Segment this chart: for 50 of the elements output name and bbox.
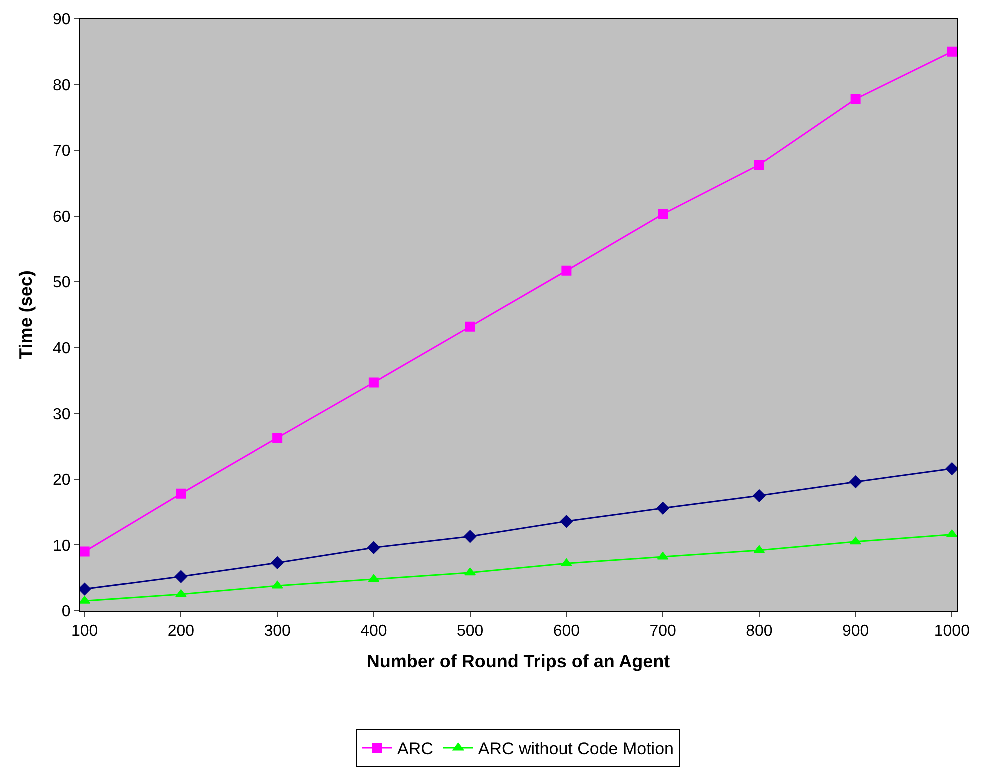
point — [947, 46, 957, 57]
x-axis-title: Number of Round Trips of an Agent — [366, 651, 670, 672]
point — [368, 378, 379, 388]
point — [465, 322, 476, 332]
point — [80, 546, 90, 557]
point — [271, 556, 284, 570]
point — [174, 570, 188, 584]
point — [753, 490, 766, 502]
x-tick-label: 700 — [650, 623, 677, 640]
point — [849, 476, 862, 488]
point — [754, 160, 764, 170]
y-tick-label: 50 — [53, 274, 71, 292]
y-tick-label: 80 — [53, 77, 71, 94]
point — [850, 536, 862, 545]
x-tick-label: 800 — [746, 623, 773, 640]
y-tick-label: 40 — [53, 340, 71, 358]
y-tick-label: 60 — [53, 208, 71, 226]
y-tick-label: 0 — [62, 604, 71, 621]
point — [658, 209, 668, 220]
point — [850, 94, 861, 104]
point — [754, 545, 766, 554]
legend-label: ARC without Code Motion — [478, 740, 674, 759]
point — [946, 530, 957, 538]
y-tick-label: 90 — [53, 12, 71, 29]
y-tick-label: 30 — [53, 406, 71, 424]
point — [656, 502, 670, 515]
y-tick-label: 70 — [53, 143, 71, 160]
point — [464, 530, 477, 544]
x-tick-label: 600 — [553, 623, 580, 640]
x-tick-label: 100 — [71, 623, 98, 640]
y-tick-label: 10 — [53, 538, 71, 555]
x-tick-label: 1000 — [934, 623, 970, 640]
point — [562, 266, 572, 276]
y-axis-title: Time (sec) — [16, 270, 36, 360]
x-tick-label: 400 — [360, 623, 388, 640]
point — [176, 488, 186, 499]
point — [368, 574, 380, 582]
x-tick-label: 500 — [456, 623, 484, 640]
x-tick-label: 200 — [168, 623, 195, 640]
point — [464, 568, 476, 576]
x-tick-label: 300 — [264, 623, 292, 640]
x-tick-label: 900 — [842, 623, 870, 640]
point — [80, 596, 91, 604]
point — [368, 542, 380, 554]
legend-label: ARC — [398, 740, 434, 759]
y-tick-label: 20 — [53, 472, 71, 490]
point — [946, 462, 957, 476]
point — [272, 433, 283, 443]
point — [80, 582, 92, 596]
point — [560, 515, 574, 528]
